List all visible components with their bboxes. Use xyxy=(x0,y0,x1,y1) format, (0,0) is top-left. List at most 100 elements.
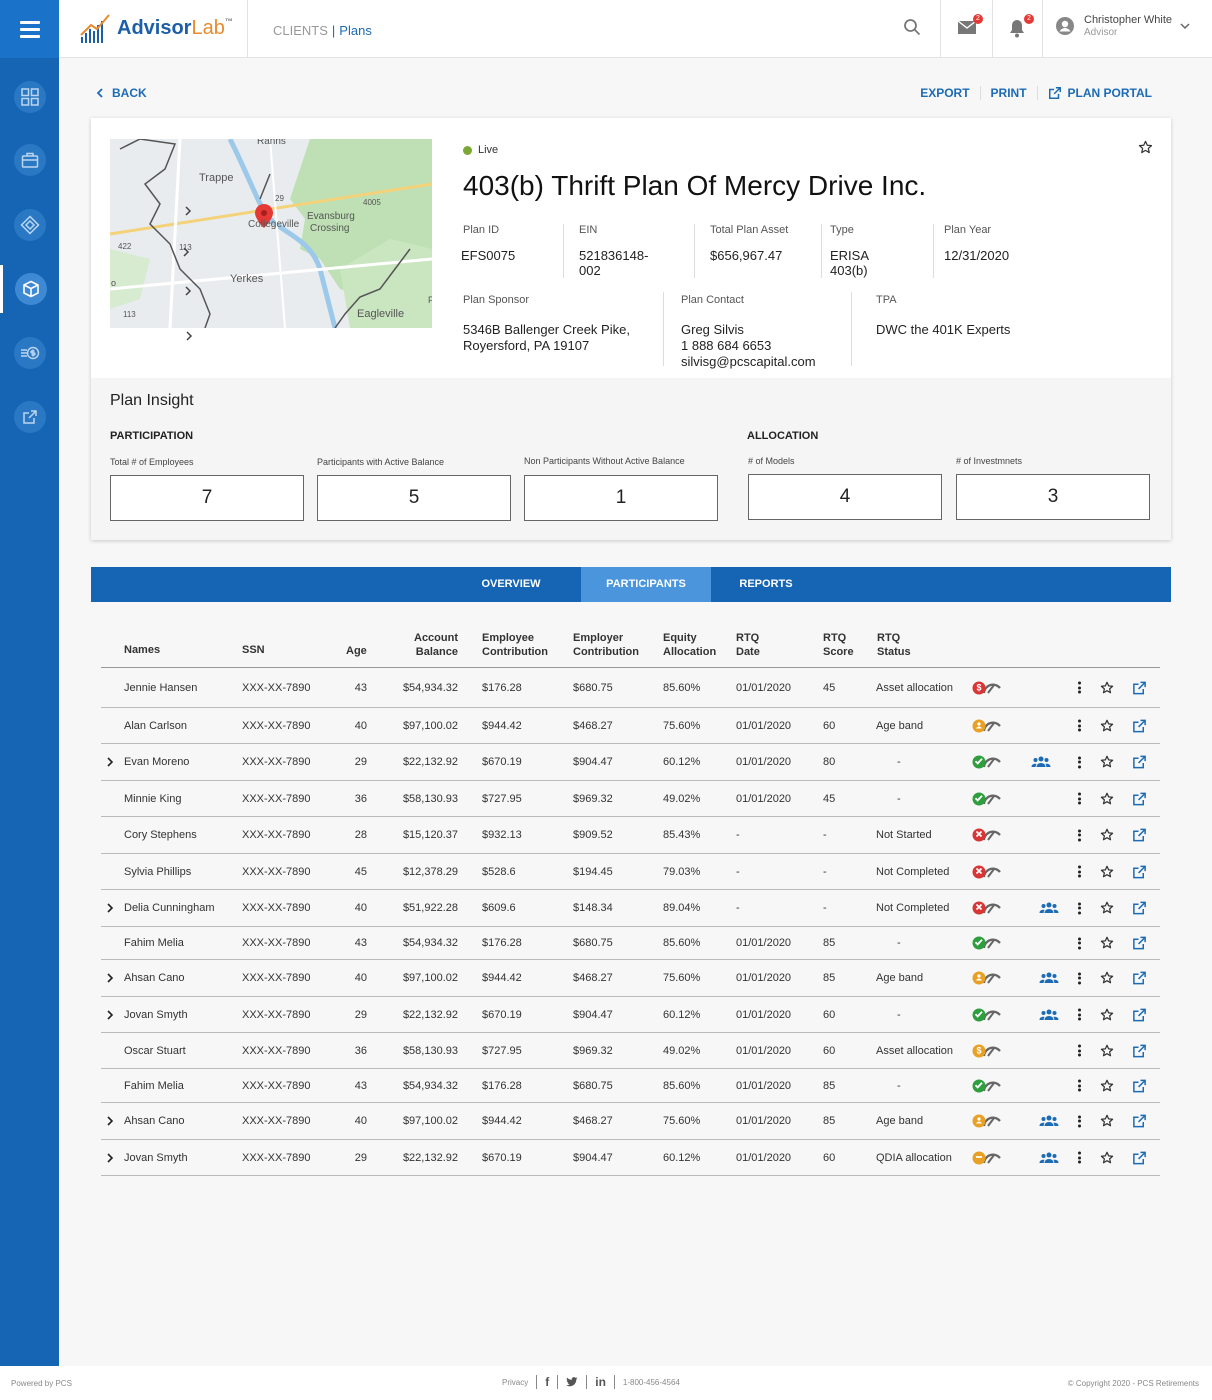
row-more-menu-icon[interactable] xyxy=(1078,901,1082,916)
cell-name[interactable]: Evan Moreno xyxy=(124,756,190,768)
tab-reports[interactable]: REPORTS xyxy=(739,578,793,590)
logo[interactable]: AdvisorLab™ xyxy=(79,10,233,46)
expand-row-chevron-icon[interactable] xyxy=(106,1116,114,1126)
cell-name[interactable]: Jennie Hansen xyxy=(124,681,198,694)
table-row[interactable]: Cory Stephens XXX-XX-7890 28 $15,120.37 $932… xyxy=(101,817,1160,854)
table-row[interactable]: Jovan Smyth XXX-XX-7890 29 $22,132.92 $670.1… xyxy=(101,1140,1160,1176)
cell-name[interactable]: Jovan Smyth xyxy=(124,1008,188,1021)
cell-name[interactable]: Fahim Melia xyxy=(124,937,184,949)
col-equity-allocation[interactable]: Equity Allocation xyxy=(663,632,717,658)
row-more-menu-icon[interactable] xyxy=(1078,1078,1082,1093)
table-row[interactable]: Fahim Melia XXX-XX-7890 43 $54,934.32 $176.2… xyxy=(101,1069,1160,1103)
row-more-menu-icon[interactable] xyxy=(1078,755,1082,770)
row-more-menu-icon[interactable] xyxy=(1078,680,1082,695)
table-row[interactable]: Ahsan Cano XXX-XX-7890 40 $97,100.02 $944.42… xyxy=(101,960,1160,997)
row-favorite-star-icon[interactable] xyxy=(1100,792,1114,806)
row-external-link-icon[interactable] xyxy=(1132,971,1147,986)
tab-overview[interactable]: OVERVIEW xyxy=(481,578,541,590)
row-more-menu-icon[interactable] xyxy=(1078,1150,1082,1165)
row-external-link-icon[interactable] xyxy=(1132,680,1147,695)
menu-button[interactable] xyxy=(0,0,59,58)
user-menu[interactable]: Christopher White Advisor xyxy=(1055,14,1190,38)
row-favorite-star-icon[interactable] xyxy=(1100,971,1114,985)
twitter-icon[interactable] xyxy=(566,1377,578,1387)
row-external-link-icon[interactable] xyxy=(1132,755,1147,770)
cell-name[interactable]: Fahim Melia xyxy=(124,1079,184,1092)
row-more-menu-icon[interactable] xyxy=(1078,1114,1082,1129)
row-more-menu-icon[interactable] xyxy=(1078,791,1082,806)
col-rtq-status[interactable]: RTQ Status xyxy=(877,632,911,658)
col-ssn[interactable]: SSN xyxy=(242,644,265,656)
row-external-link-icon[interactable] xyxy=(1132,718,1147,733)
row-external-link-icon[interactable] xyxy=(1132,1114,1147,1129)
sidebar-item-models[interactable] xyxy=(0,201,59,249)
cell-name[interactable]: Ahsan Cano xyxy=(124,1115,185,1127)
table-row[interactable]: Fahim Melia XXX-XX-7890 43 $54,934.32 $176.2… xyxy=(101,927,1160,960)
participant-group-icon[interactable] xyxy=(1039,1009,1059,1021)
col-account-balance[interactable]: Account Balance xyxy=(414,632,458,658)
row-more-menu-icon[interactable] xyxy=(1078,718,1082,733)
table-row[interactable]: Oscar Stuart XXX-XX-7890 36 $58,130.93 $727.… xyxy=(101,1033,1160,1069)
row-more-menu-icon[interactable] xyxy=(1078,1007,1082,1022)
plan-location-map[interactable]: Ranns Trappe Collegeville Evansburg Cros… xyxy=(110,139,432,328)
row-favorite-star-icon[interactable] xyxy=(1100,719,1114,733)
table-row[interactable]: Ahsan Cano XXX-XX-7890 40 $97,100.02 $944.42… xyxy=(101,1103,1160,1140)
expand-row-chevron-icon[interactable] xyxy=(106,1152,114,1163)
row-external-link-icon[interactable] xyxy=(1132,791,1147,806)
row-more-menu-icon[interactable] xyxy=(1078,971,1082,986)
row-favorite-star-icon[interactable] xyxy=(1100,901,1114,915)
contact-email[interactable]: silvisg@pcscapital.com xyxy=(681,354,816,369)
participant-group-icon[interactable] xyxy=(1039,972,1059,984)
cell-name[interactable]: Delia Cunningham xyxy=(124,902,215,914)
row-favorite-star-icon[interactable] xyxy=(1100,1008,1114,1022)
cell-name[interactable]: Minnie King xyxy=(124,792,182,805)
favorite-star-icon[interactable] xyxy=(1138,140,1153,155)
cell-name[interactable]: Sylvia Phillips xyxy=(124,865,192,878)
row-external-link-icon[interactable] xyxy=(1132,936,1147,951)
row-external-link-icon[interactable] xyxy=(1132,1078,1147,1093)
sidebar-item-funds[interactable] xyxy=(0,329,59,377)
row-favorite-star-icon[interactable] xyxy=(1100,681,1114,695)
participant-group-icon[interactable] xyxy=(1039,1115,1059,1127)
row-favorite-star-icon[interactable] xyxy=(1100,1044,1114,1058)
participant-group-icon[interactable] xyxy=(1039,1152,1059,1164)
row-more-menu-icon[interactable] xyxy=(1078,936,1082,951)
participant-group-icon[interactable] xyxy=(1031,756,1051,768)
sidebar-item-clients[interactable] xyxy=(0,136,59,184)
row-favorite-star-icon[interactable] xyxy=(1100,936,1114,950)
sidebar-item-plans[interactable] xyxy=(0,265,59,313)
expand-row-chevron-icon[interactable] xyxy=(106,973,114,983)
col-names[interactable]: Names xyxy=(124,644,161,656)
row-external-link-icon[interactable] xyxy=(1132,864,1147,879)
breadcrumb-clients[interactable]: CLIENTS xyxy=(273,23,328,38)
expand-row-chevron-icon[interactable] xyxy=(106,757,114,767)
table-row[interactable]: Jovan Smyth XXX-XX-7890 29 $22,132.92 $670.1… xyxy=(101,997,1160,1033)
row-more-menu-icon[interactable] xyxy=(1078,1043,1082,1058)
facebook-icon[interactable]: f xyxy=(545,1375,550,1389)
back-button[interactable]: BACK xyxy=(96,86,147,100)
row-favorite-star-icon[interactable] xyxy=(1100,1151,1114,1165)
export-button[interactable]: EXPORT xyxy=(910,86,981,100)
row-external-link-icon[interactable] xyxy=(1132,828,1147,843)
cell-name[interactable]: Oscar Stuart xyxy=(124,1044,186,1057)
notifications-button[interactable]: 2 xyxy=(1008,14,1034,40)
sidebar-item-external[interactable] xyxy=(0,393,59,441)
privacy-link[interactable]: Privacy xyxy=(502,1377,529,1387)
cell-name[interactable]: Jovan Smyth xyxy=(124,1151,188,1164)
participant-group-icon[interactable] xyxy=(1039,902,1059,914)
cell-name[interactable]: Cory Stephens xyxy=(124,829,197,841)
map-chevron-right-icon[interactable] xyxy=(185,331,193,341)
search-button[interactable] xyxy=(903,18,925,40)
row-favorite-star-icon[interactable] xyxy=(1100,865,1114,879)
row-favorite-star-icon[interactable] xyxy=(1100,1079,1114,1093)
row-more-menu-icon[interactable] xyxy=(1078,828,1082,843)
row-more-menu-icon[interactable] xyxy=(1078,864,1082,879)
table-row[interactable]: Alan Carlson XXX-XX-7890 40 $97,100.02 $944.… xyxy=(101,708,1160,744)
cell-name[interactable]: Alan Carlson xyxy=(124,719,187,732)
col-employer-contribution[interactable]: Employer Contribution xyxy=(573,632,639,658)
row-favorite-star-icon[interactable] xyxy=(1100,755,1114,769)
linkedin-icon[interactable]: in xyxy=(595,1375,606,1389)
messages-button[interactable]: 2 xyxy=(957,14,983,40)
cell-name[interactable]: Ahsan Cano xyxy=(124,972,185,984)
table-row[interactable]: Sylvia Phillips XXX-XX-7890 45 $12,378.29 $5… xyxy=(101,854,1160,890)
